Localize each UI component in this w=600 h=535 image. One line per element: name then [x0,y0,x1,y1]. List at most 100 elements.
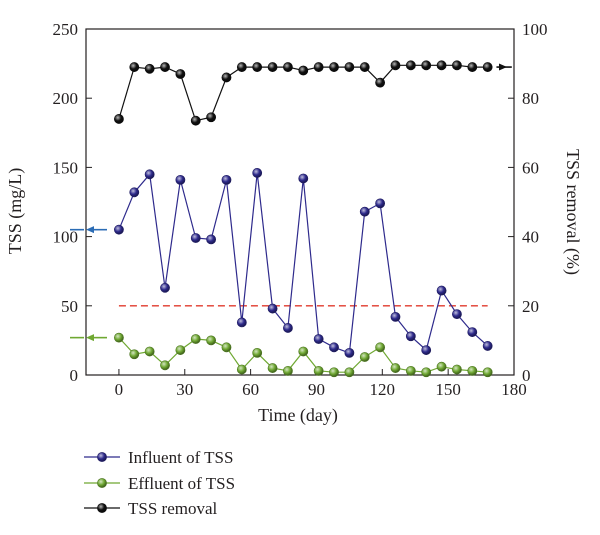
data-point [329,342,339,353]
data-point [405,60,416,71]
data-point [114,114,124,124]
data-point [359,62,370,72]
axis-arrow-head [86,226,94,234]
data-point [190,115,201,126]
data-point [160,360,170,371]
data-point [283,62,293,72]
data-point [144,169,155,180]
legend-marker [97,452,107,462]
data-point [436,285,447,296]
data-point [436,361,447,372]
data-point [236,317,247,328]
data-point [375,198,386,209]
data-point [390,311,401,322]
data-point [452,60,462,71]
data-point [421,60,432,71]
data-point [467,62,478,72]
right-y-tick-label: 40 [522,228,539,247]
x-tick-label: 0 [115,380,124,399]
series-line [118,172,489,354]
data-point [283,365,293,376]
data-point [160,282,170,293]
data-point [390,60,401,71]
left-y-tick-label: 150 [53,158,79,177]
data-point [283,323,293,333]
data-point [405,331,416,342]
right-y-tick-label: 80 [522,89,539,108]
x-tick-label: 30 [176,380,193,399]
legend-label: TSS removal [128,499,218,518]
right-y-tick-label: 100 [522,20,548,39]
data-point [467,365,478,376]
data-point [313,365,324,376]
data-point [421,345,432,355]
data-point [129,62,140,72]
data-point [467,327,478,337]
axis-arrow-head [499,63,507,71]
data-point [129,187,140,198]
data-point [344,347,355,358]
data-point [175,69,186,79]
data-point [482,341,493,351]
data-point [344,367,355,378]
data-point [482,367,493,378]
data-point [298,65,309,76]
data-point [405,365,416,376]
data-point [221,174,232,185]
data-point [313,334,324,344]
data-point [252,168,263,178]
data-point [190,334,201,344]
left-y-tick-label: 0 [70,366,79,385]
data-point [114,332,124,343]
data-point [267,303,278,314]
data-point [421,367,432,378]
data-point [267,62,278,72]
data-point [252,347,263,358]
x-axis-title: Time (day) [258,405,338,426]
legend-label: Influent of TSS [128,448,233,467]
data-point [206,112,217,123]
left-y-tick-label: 200 [53,89,79,108]
data-point [160,62,170,72]
right-y-axis-title: TSS removal (%) [562,149,583,275]
data-point [390,363,401,373]
data-point [298,346,309,357]
x-tick-label: 90 [308,380,325,399]
data-point [221,72,232,83]
data-point [144,346,155,357]
legend-marker [97,503,107,513]
data-point [359,206,370,217]
left-y-tick-label: 250 [53,20,79,39]
legend-label: Effluent of TSS [128,474,235,493]
x-tick-label: 60 [242,380,259,399]
data-point [206,234,217,245]
data-point [175,345,186,355]
data-point [313,62,324,72]
data-point [190,233,201,243]
left-y-axis-title: TSS (mg/L) [5,168,26,255]
legend-marker [97,478,107,488]
x-tick-label: 180 [501,380,527,399]
data-point [114,224,124,235]
data-point [436,60,447,71]
right-y-tick-label: 60 [522,158,539,177]
data-point [452,309,462,320]
data-point [329,62,339,72]
axis-arrow-head [86,334,94,342]
data-point [329,367,339,378]
data-point [344,62,355,72]
data-point [375,77,386,88]
plot-frame [85,28,515,376]
data-point [252,62,263,72]
data-point [236,364,247,375]
left-y-tick-label: 50 [61,297,78,316]
right-y-tick-label: 0 [522,366,531,385]
data-point [482,62,493,72]
legend: Influent of TSS Effluent of TSS TSS remova… [84,448,235,518]
data-point [267,363,278,373]
data-point [236,62,247,72]
data-point [129,349,140,360]
data-point [452,364,462,375]
x-tick-label: 120 [370,380,396,399]
data-point [144,63,155,74]
